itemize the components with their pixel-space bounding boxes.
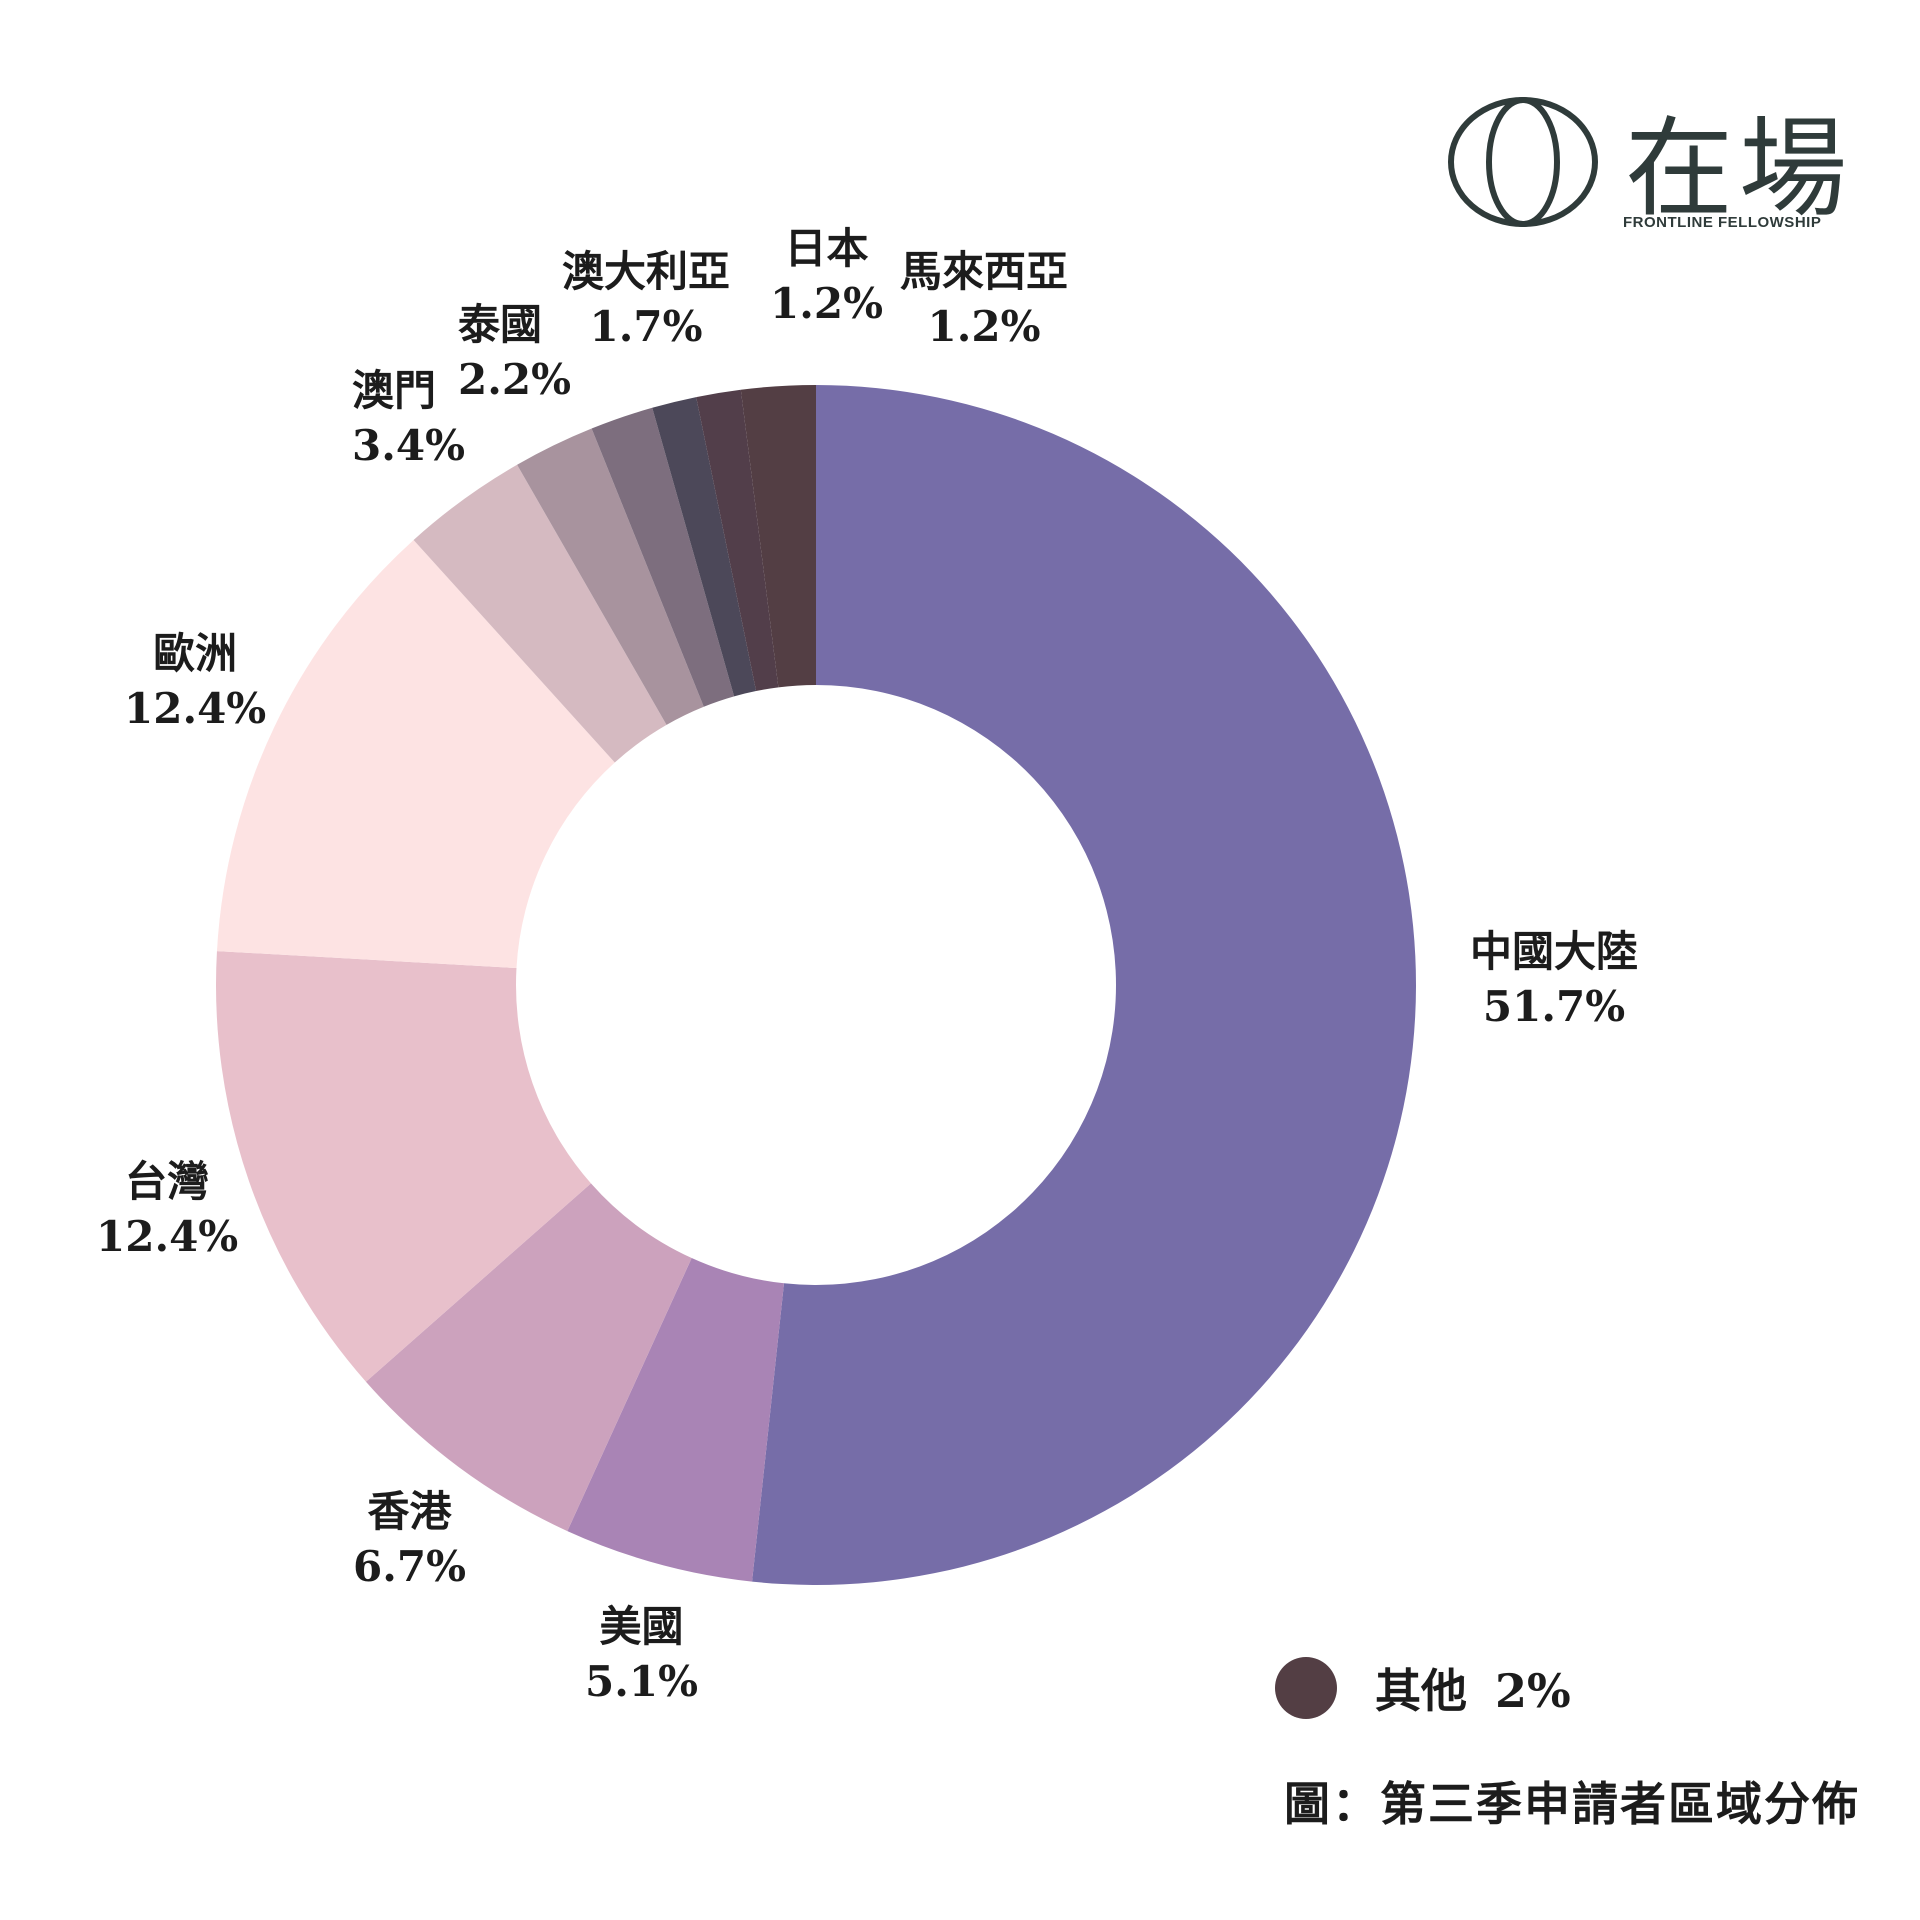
legend: 其他 2% bbox=[1275, 1655, 1599, 1721]
label-value: 51.7% bbox=[1482, 981, 1626, 1031]
label-value: 1.2% bbox=[770, 278, 883, 328]
label-china: 中國大陸 51.7% bbox=[1470, 925, 1638, 1034]
label-thailand: 泰國 2.2% bbox=[458, 298, 571, 407]
label-hongkong: 香港 6.7% bbox=[353, 1485, 466, 1594]
label-taiwan: 台灣 12.4% bbox=[96, 1155, 238, 1264]
donut-slice-6 bbox=[517, 428, 704, 725]
donut-slice-2 bbox=[365, 1183, 692, 1532]
brand-logo: 在場 FRONTLINE FELLOWSHIP bbox=[1445, 90, 1865, 250]
figure-caption: 圖：第三季申請者區域分佈 bbox=[1284, 1777, 1860, 1831]
label-name: 澳大利亞 bbox=[562, 247, 731, 296]
label-name: 歐洲 bbox=[153, 629, 238, 678]
donut-slice-1 bbox=[567, 1258, 785, 1582]
donut-slice-10 bbox=[740, 385, 816, 688]
label-value: 6.7% bbox=[353, 1541, 466, 1591]
label-name: 台灣 bbox=[125, 1157, 210, 1206]
label-usa: 美國 5.1% bbox=[585, 1600, 698, 1709]
donut-slice-4 bbox=[216, 539, 615, 969]
label-name: 泰國 bbox=[458, 300, 543, 349]
donut-slice-5 bbox=[413, 464, 667, 763]
label-value: 1.7% bbox=[589, 301, 703, 351]
label-name: 中國大陸 bbox=[1470, 927, 1639, 976]
donut-slice-8 bbox=[652, 397, 757, 697]
label-malaysia: 馬來西亞 1.2% bbox=[900, 245, 1068, 354]
label-europe: 歐洲 12.4% bbox=[124, 627, 266, 736]
donut-slice-9 bbox=[696, 389, 779, 692]
donut-slice-7 bbox=[591, 407, 735, 707]
label-japan: 日本 1.2% bbox=[770, 222, 883, 331]
donut-slice-0 bbox=[752, 385, 1416, 1585]
legend-label: 其他 bbox=[1375, 1664, 1467, 1718]
legend-swatch bbox=[1275, 1657, 1337, 1719]
logo-subtitle: FRONTLINE FELLOWSHIP bbox=[1623, 214, 1822, 231]
label-name: 香港 bbox=[367, 1487, 452, 1536]
label-australia: 澳大利亞 1.7% bbox=[562, 245, 730, 354]
logo-wordmark: 在場 bbox=[1625, 107, 1854, 232]
label-macau: 澳門 3.4% bbox=[352, 364, 465, 473]
label-value: 3.4% bbox=[352, 420, 465, 470]
label-value: 12.4% bbox=[124, 683, 267, 733]
label-name: 美國 bbox=[599, 1602, 684, 1651]
label-value: 1.2% bbox=[927, 301, 1041, 351]
label-name: 澳門 bbox=[352, 366, 437, 415]
label-name: 馬來西亞 bbox=[900, 247, 1069, 296]
legend-value: 2% bbox=[1495, 1664, 1571, 1718]
label-value: 12.4% bbox=[96, 1211, 239, 1261]
label-name: 日本 bbox=[784, 224, 869, 273]
label-value: 2.2% bbox=[458, 354, 571, 404]
logo-rings-icon bbox=[1448, 97, 1598, 227]
legend-entry: 其他 2% bbox=[1375, 1655, 1599, 1721]
label-value: 5.1% bbox=[585, 1656, 698, 1706]
donut-slice-3 bbox=[216, 951, 591, 1382]
